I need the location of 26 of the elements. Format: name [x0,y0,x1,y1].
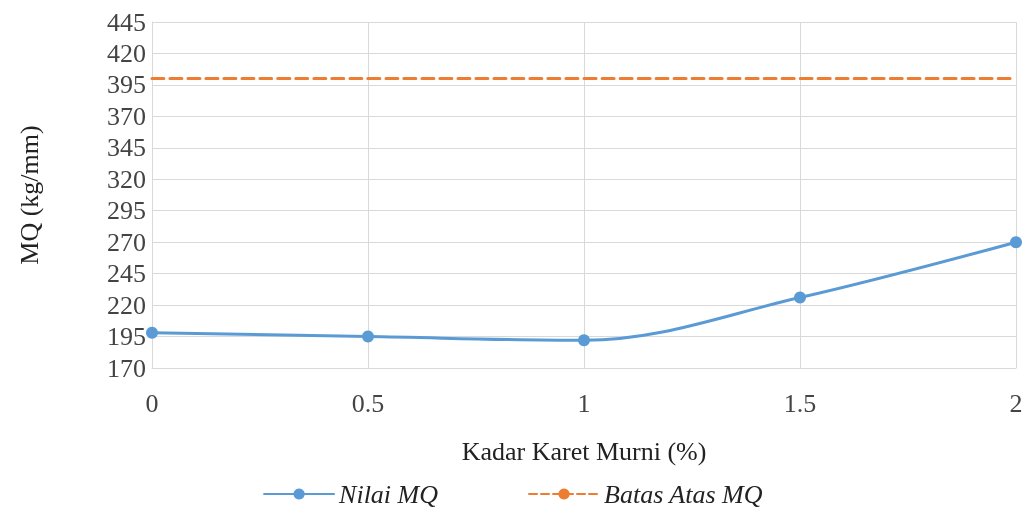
y-tick-label: 245 [107,259,146,289]
y-tick-label: 270 [107,227,146,257]
x-axis-title: Kadar Karet Murni (%) [461,436,707,466]
legend-label: Nilai MQ [338,479,439,509]
x-tick-label: 1.5 [783,388,817,418]
x-tick-label: 0.5 [351,388,385,418]
point [794,291,806,304]
point [1010,236,1022,249]
y-tick-label: 220 [107,290,146,320]
y-tick-label: 370 [107,101,146,131]
y-tick-label: 395 [107,70,146,100]
y-tick-label: 170 [107,353,146,383]
point [146,326,158,339]
x-tick-label: 1 [577,388,591,418]
x-tick-label: 0 [145,388,159,418]
y-tick-label: 345 [107,133,146,163]
y-tick-label: 420 [107,38,146,68]
x-tick-label: 2 [1009,388,1023,418]
point [362,330,374,343]
y-tick-label: 295 [107,196,146,226]
legend-label: Batas Atas MQ [604,479,763,509]
y-tick-label: 320 [107,164,146,194]
y-tick-label: 445 [107,7,146,37]
y-axis-title: MQ (kg/mm) [14,125,44,265]
y-tick-label: 195 [107,322,146,352]
point [578,334,590,347]
